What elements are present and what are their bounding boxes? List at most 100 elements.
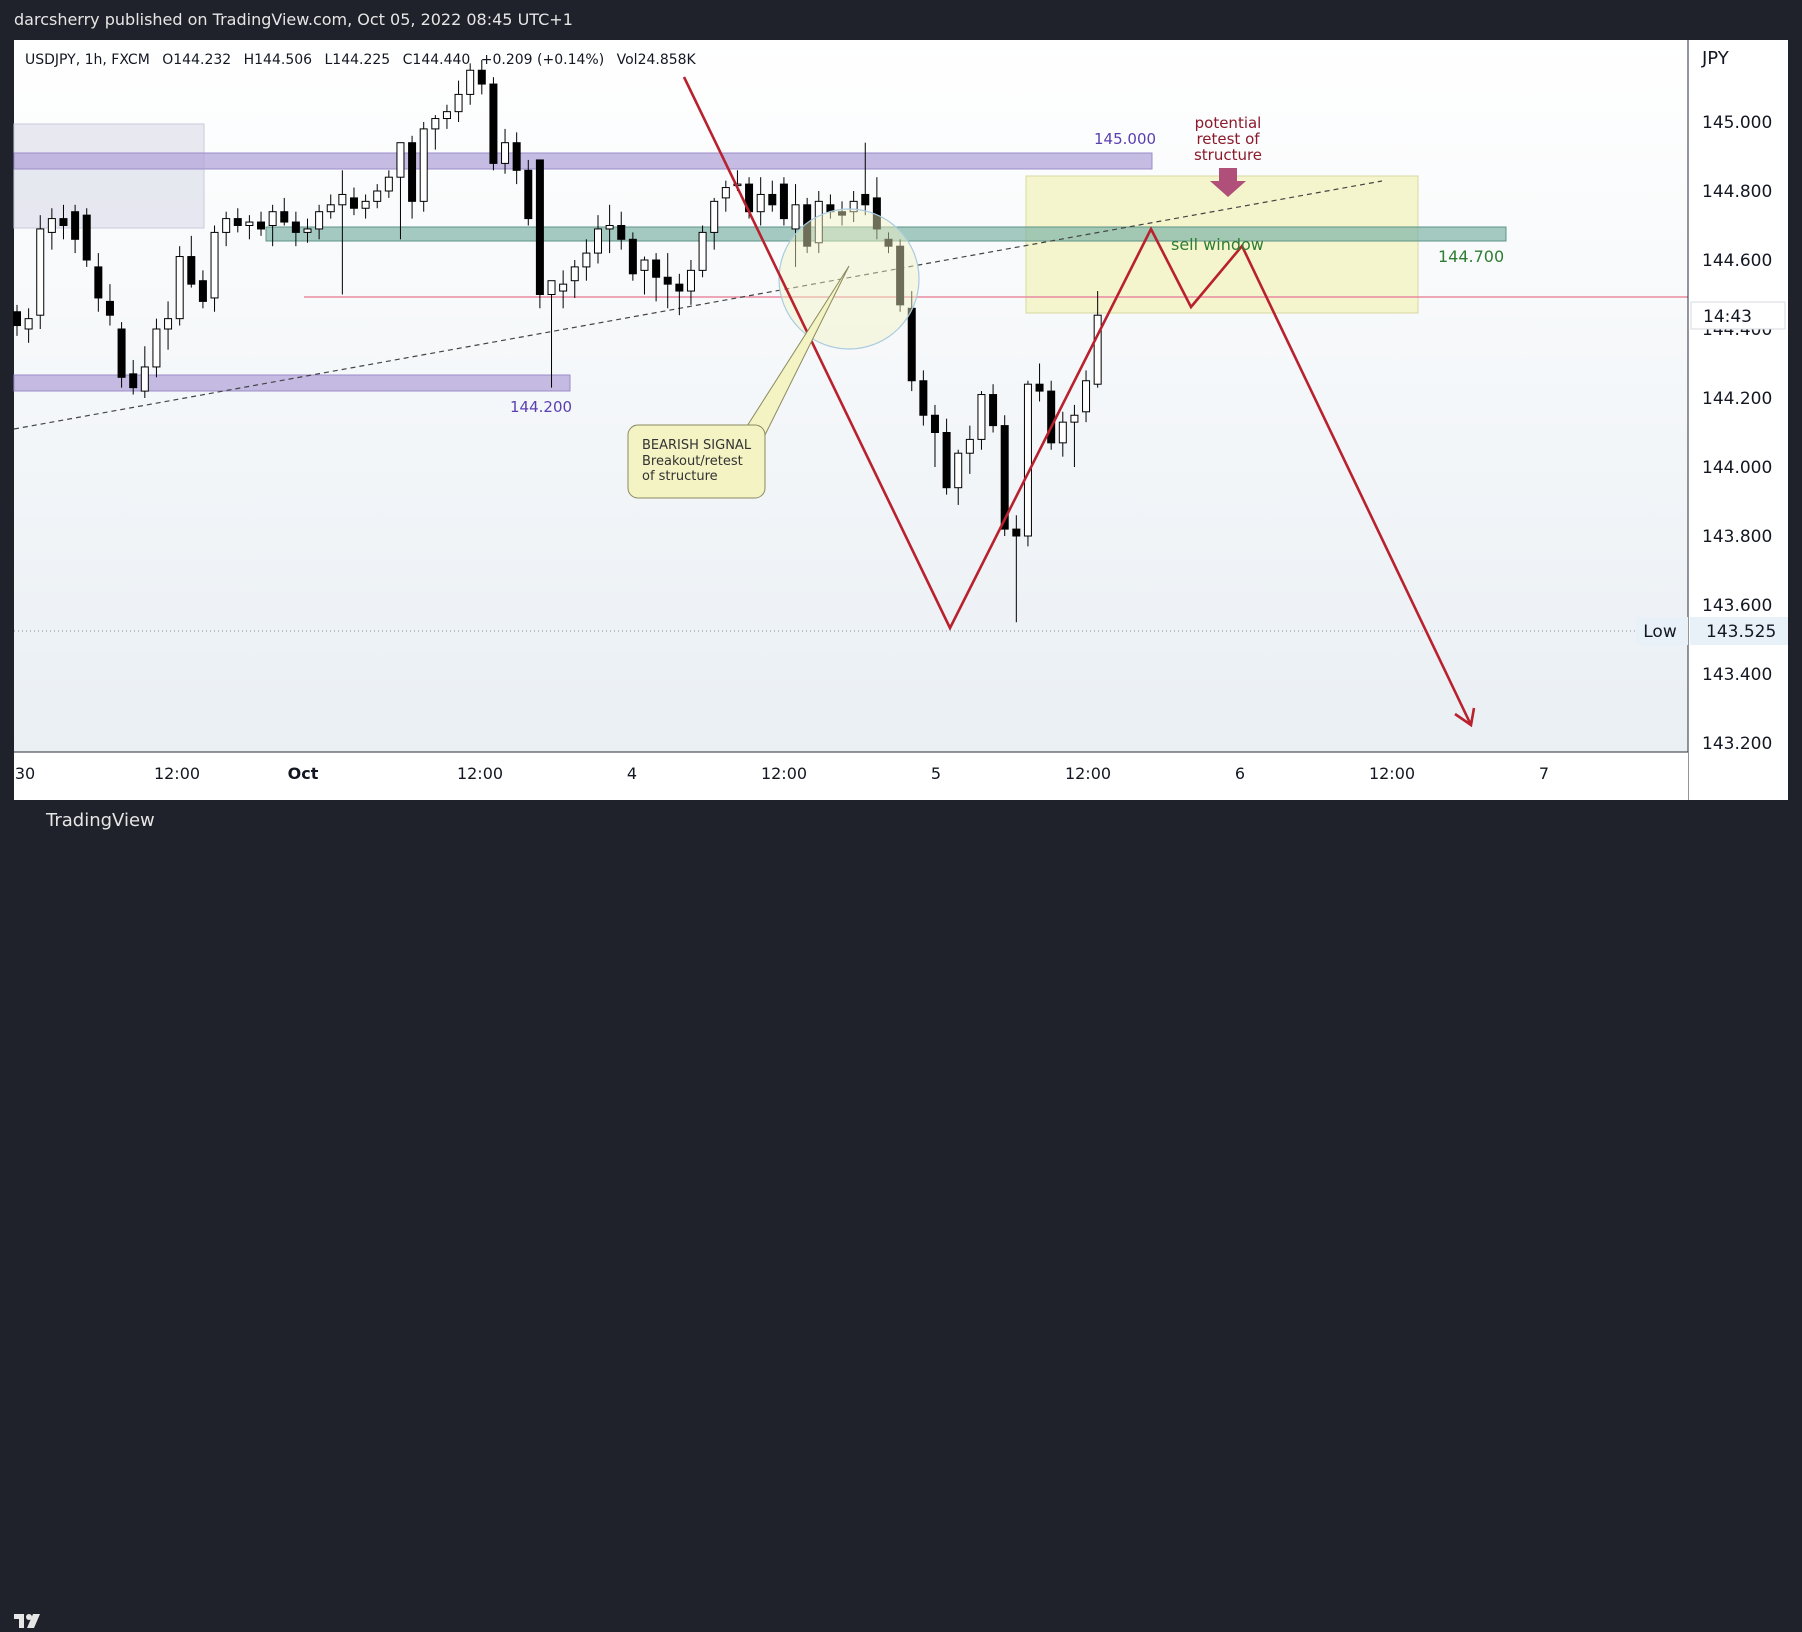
candle	[628, 232, 637, 281]
candle	[559, 270, 568, 309]
retest-note-line-1: potential	[1195, 114, 1262, 132]
candle-body-up	[1058, 421, 1067, 444]
candle	[152, 318, 161, 378]
candle-body-up	[1093, 314, 1102, 385]
candle-body-down	[1047, 390, 1056, 444]
candle-body-up	[582, 252, 591, 268]
price-tick-label: 143.600	[1702, 596, 1772, 616]
candle-body-down	[489, 83, 498, 164]
candle	[94, 253, 103, 312]
candle-body-down	[663, 276, 672, 285]
candle-body-up	[152, 328, 161, 368]
candle-body-down	[768, 193, 777, 206]
price-axis-background	[1688, 40, 1788, 800]
candle	[919, 370, 928, 426]
candle-body-up	[640, 259, 649, 271]
price-chart[interactable]: BEARISH SIGNAL Breakout/retest of struct…	[0, 0, 1802, 845]
candle	[187, 235, 196, 288]
low-label: Low	[1643, 622, 1677, 642]
legend-high: H144.506	[244, 52, 313, 68]
candle-body-up	[466, 69, 475, 95]
candle-body-up	[559, 283, 568, 292]
retest-circle	[778, 208, 920, 350]
candle	[501, 128, 510, 174]
candle	[524, 159, 533, 226]
candle-body-down	[13, 311, 21, 327]
candle	[257, 211, 266, 236]
legend-close: C144.440	[403, 52, 471, 68]
time-tick-label: 12:00	[1065, 764, 1111, 783]
candle-body-up	[1070, 414, 1079, 423]
candle	[896, 239, 905, 312]
candle-body-up	[419, 128, 428, 202]
candle	[361, 194, 370, 219]
candle-body-down	[989, 394, 998, 427]
tradingview-logo-text[interactable]: TradingView	[46, 810, 155, 831]
currency-label: JPY	[1701, 48, 1730, 69]
time-axis-background[interactable]	[14, 752, 1688, 800]
candle-body-down	[105, 300, 114, 316]
candles-group	[13, 59, 1102, 623]
zone-145-label: 145.000	[1094, 130, 1156, 148]
candle	[791, 184, 800, 267]
candle	[1035, 363, 1044, 402]
candle	[349, 187, 358, 216]
candle-body-down	[838, 211, 847, 216]
candle-body-up	[756, 193, 765, 213]
candle-body-down	[291, 221, 300, 233]
candle	[1093, 291, 1102, 388]
time-tick-label: 12:00	[1369, 764, 1415, 783]
candle-body-up	[268, 211, 277, 226]
candle-body-up	[36, 228, 45, 316]
candle	[291, 211, 300, 247]
price-tick-label: 143.200	[1702, 734, 1772, 754]
trendline	[13, 180, 1383, 430]
candle-body-up	[570, 266, 579, 282]
candle-body-up	[373, 190, 382, 202]
candle	[431, 115, 440, 150]
ohlc-legend: USDJPY, 1h, FXCM O144.232 H144.506 L144.…	[25, 52, 697, 68]
price-tick-label: 145.000	[1702, 113, 1772, 133]
candle-body-down	[1035, 383, 1044, 392]
candle-body-up	[710, 200, 719, 233]
candle-body-down	[524, 169, 533, 220]
candle-body-down	[187, 256, 196, 285]
candle	[105, 284, 114, 326]
retest-note-line-3: structure	[1194, 146, 1262, 164]
candle	[686, 260, 695, 305]
candle	[594, 215, 602, 264]
candle	[814, 191, 823, 254]
signal-title: BEARISH SIGNAL	[642, 438, 752, 453]
candle-body-down	[198, 280, 207, 302]
candle	[721, 180, 730, 212]
candle-body-down	[1000, 425, 1009, 530]
projection-arrowhead	[1454, 707, 1476, 728]
candle-body-down	[477, 69, 486, 85]
support-zone-1442	[13, 374, 571, 392]
candle-body-up	[721, 187, 730, 199]
time-tick-label: 4	[627, 764, 637, 783]
candle	[419, 122, 428, 212]
resistance-zone-145	[13, 152, 1153, 170]
candle	[535, 159, 544, 309]
candle	[640, 256, 649, 295]
candle	[1070, 404, 1079, 467]
price-tick-label: 144.200	[1702, 389, 1772, 409]
candle	[24, 308, 33, 343]
projection-path	[682, 76, 1473, 726]
candle-body-down	[930, 414, 939, 433]
consolidation-zone	[13, 123, 205, 229]
candle-body-up	[396, 142, 405, 178]
candle-body-down	[82, 214, 91, 261]
candle	[129, 360, 138, 395]
time-tick-label: 12:00	[457, 764, 503, 783]
candle-body-down	[280, 211, 289, 223]
candle	[198, 270, 207, 309]
publish-info: darcsherry published on TradingView.com,…	[14, 10, 573, 29]
candle	[59, 204, 68, 240]
candle	[605, 204, 614, 254]
candle-body-up	[849, 200, 858, 213]
candle	[617, 211, 626, 250]
candle	[175, 246, 184, 326]
sell-window-label: sell window	[1171, 235, 1264, 254]
